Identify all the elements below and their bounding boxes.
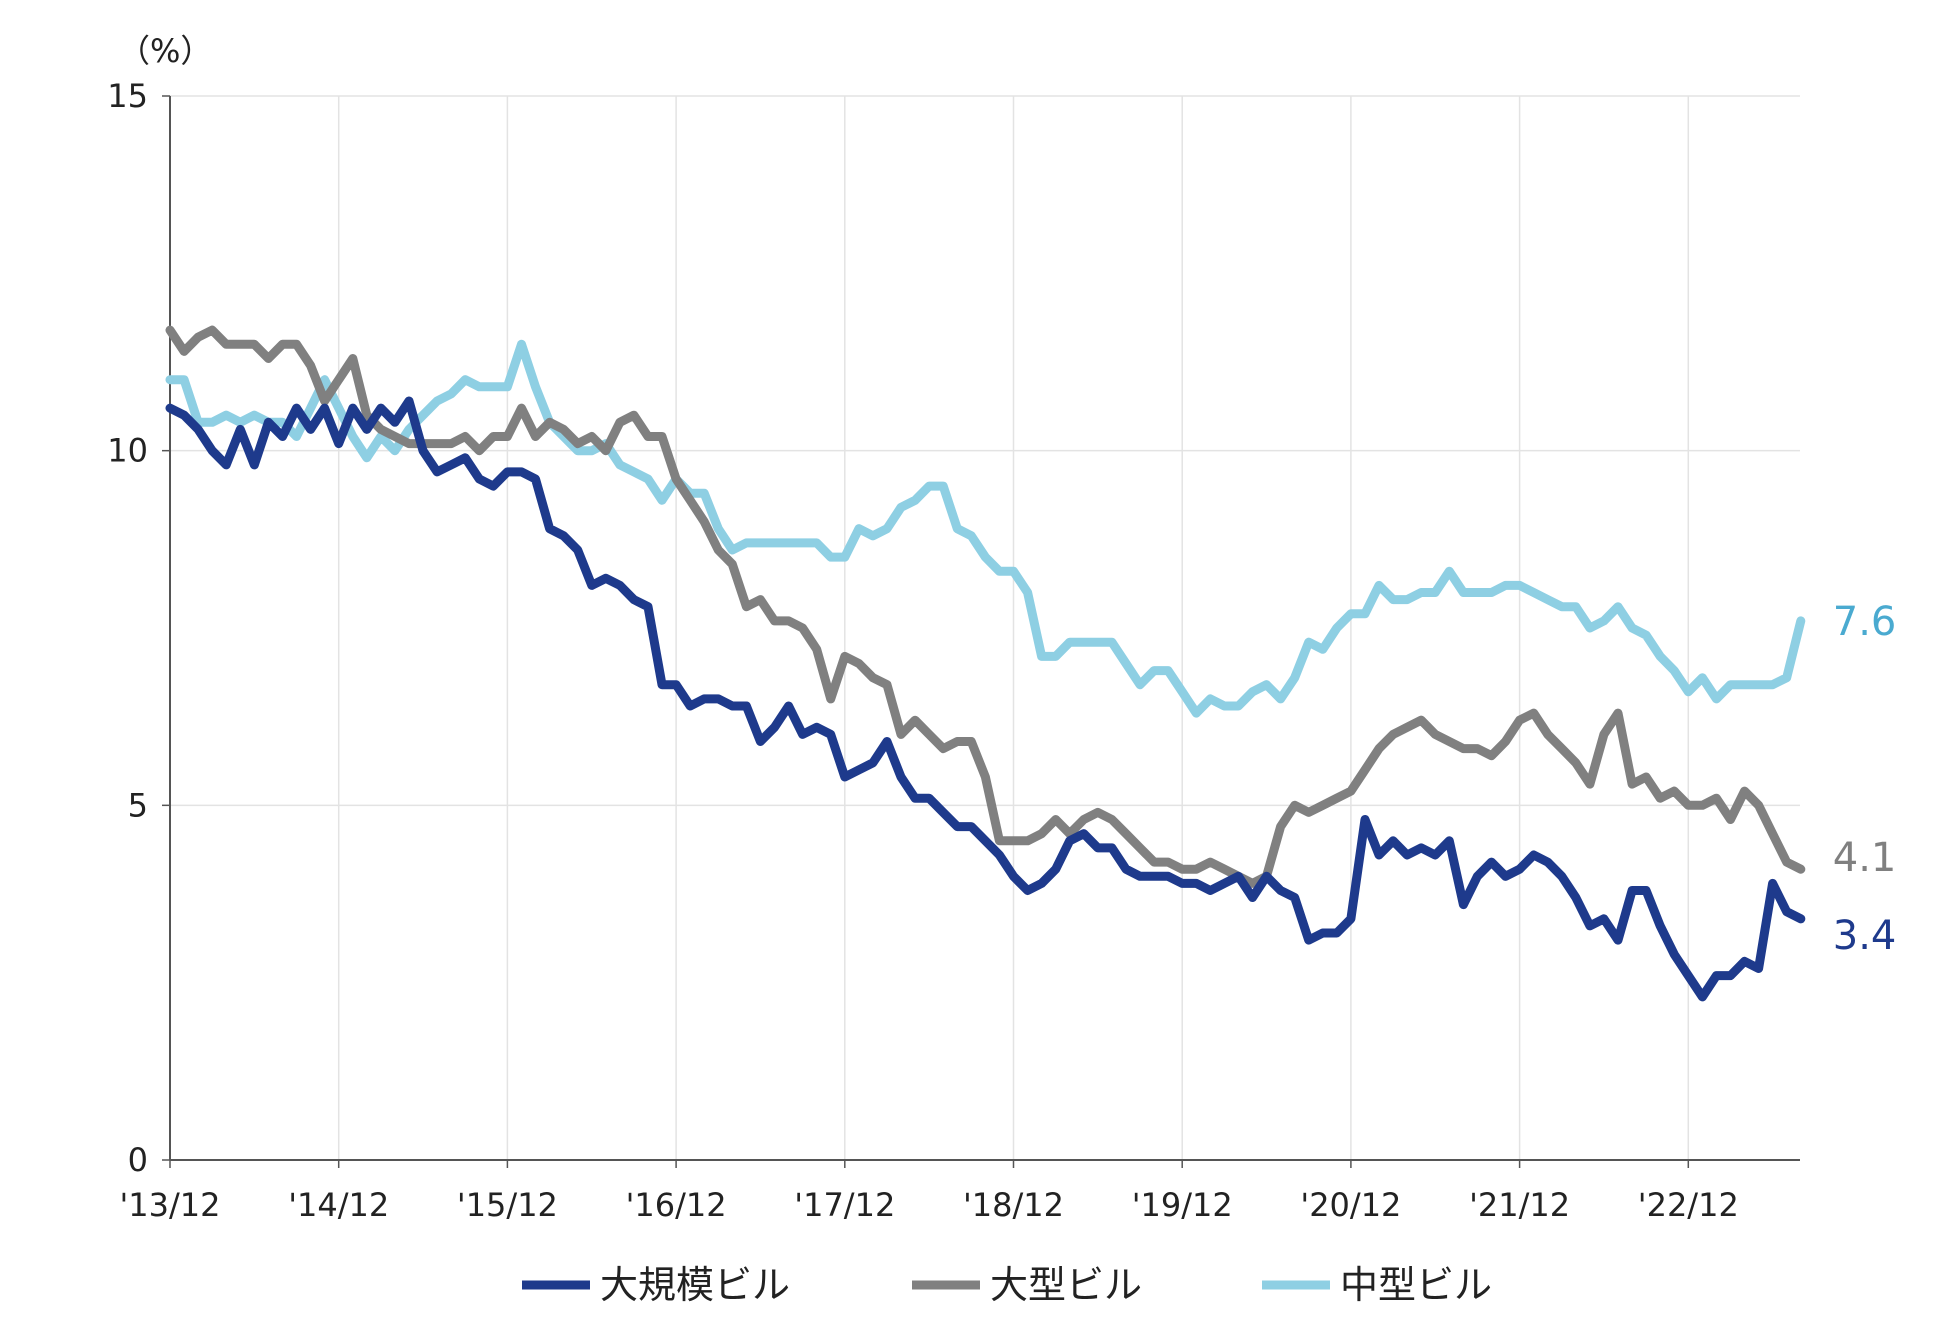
x-tick-label: '19/12 (1132, 1186, 1233, 1224)
x-tick-label: '13/12 (119, 1186, 220, 1224)
series-line-2 (165, 325, 1806, 888)
series-line-1 (165, 396, 1806, 1002)
x-tick-label: '20/12 (1300, 1186, 1401, 1224)
legend-label-1: 大規模ビル (600, 1263, 790, 1307)
x-tick-label: '14/12 (288, 1186, 389, 1224)
y-tick-labels: 0 5 10 15 (107, 77, 148, 1179)
x-tick-label: '21/12 (1469, 1186, 1570, 1224)
end-label-series-2: 4.1 (1833, 835, 1897, 881)
x-tick-label: '22/12 (1638, 1186, 1739, 1224)
end-label-series-1: 3.4 (1833, 913, 1897, 959)
x-tick-labels: '13/12 '14/12 '15/12 '16/12 '17/12 '18/12 '19/… (119, 1186, 1738, 1224)
legend: 大規模ビル 大型ビル 中型ビル (522, 1263, 1492, 1307)
end-label-series-3: 7.6 (1833, 599, 1897, 645)
y-tick-label: 5 (128, 786, 148, 824)
y-tick-label: 0 (128, 1141, 148, 1179)
y-tick-label: 15 (107, 77, 148, 115)
x-tick-label: '15/12 (457, 1186, 558, 1224)
x-tick-label: '16/12 (626, 1186, 727, 1224)
grid-lines (170, 95, 1800, 1160)
legend-label-2: 大型ビル (990, 1263, 1142, 1307)
end-value-labels: 7.6 4.1 3.4 (1833, 599, 1897, 959)
y-unit-label: （%） (118, 32, 212, 70)
series-line-3 (165, 339, 1806, 718)
x-tick-label: '18/12 (963, 1186, 1064, 1224)
y-tick-label: 10 (107, 432, 148, 470)
series-lines (165, 325, 1806, 1002)
axes (162, 95, 1800, 1168)
legend-label-3: 中型ビル (1340, 1263, 1492, 1307)
x-tick-label: '17/12 (794, 1186, 895, 1224)
